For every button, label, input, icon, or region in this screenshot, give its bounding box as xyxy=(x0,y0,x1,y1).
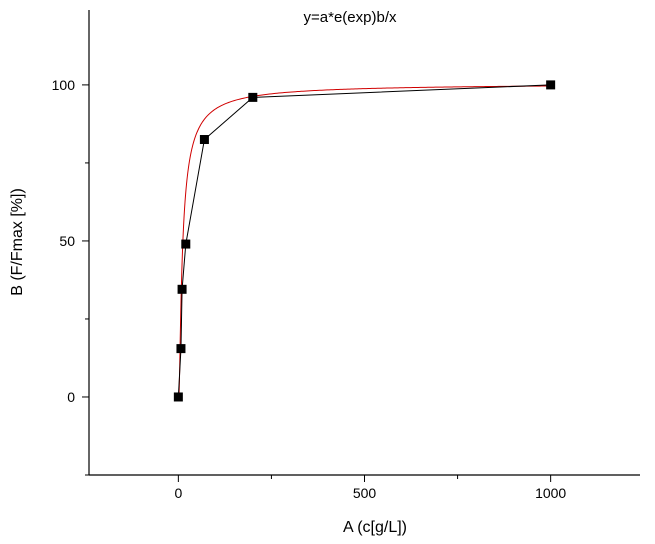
data-point xyxy=(177,284,187,294)
x-axis-label: A (c[g/L]) xyxy=(343,519,407,536)
data-point xyxy=(199,135,209,145)
data-point xyxy=(173,392,183,402)
data-point xyxy=(181,239,191,249)
data-point xyxy=(546,80,556,90)
x-axis-ticks: 0 500 1000 xyxy=(174,475,566,501)
y-axis-ticks: 0 50 100 xyxy=(52,77,89,476)
data-point xyxy=(176,344,186,354)
data-markers xyxy=(173,80,556,402)
chart-title: y=a*e(exp)b/x xyxy=(304,9,397,26)
data-point xyxy=(248,92,258,102)
y-tick-label: 50 xyxy=(59,233,75,249)
y-axis-label: B (F/Fmax [%]) xyxy=(9,188,26,296)
x-tick-label: 500 xyxy=(353,485,377,501)
y-tick-label: 100 xyxy=(52,77,76,93)
data-line xyxy=(177,84,551,398)
plot-area xyxy=(88,10,640,476)
x-tick-label: 1000 xyxy=(535,485,566,501)
y-tick-label: 0 xyxy=(67,389,75,405)
x-tick-label: 0 xyxy=(174,485,182,501)
fit-curve xyxy=(178,85,551,398)
